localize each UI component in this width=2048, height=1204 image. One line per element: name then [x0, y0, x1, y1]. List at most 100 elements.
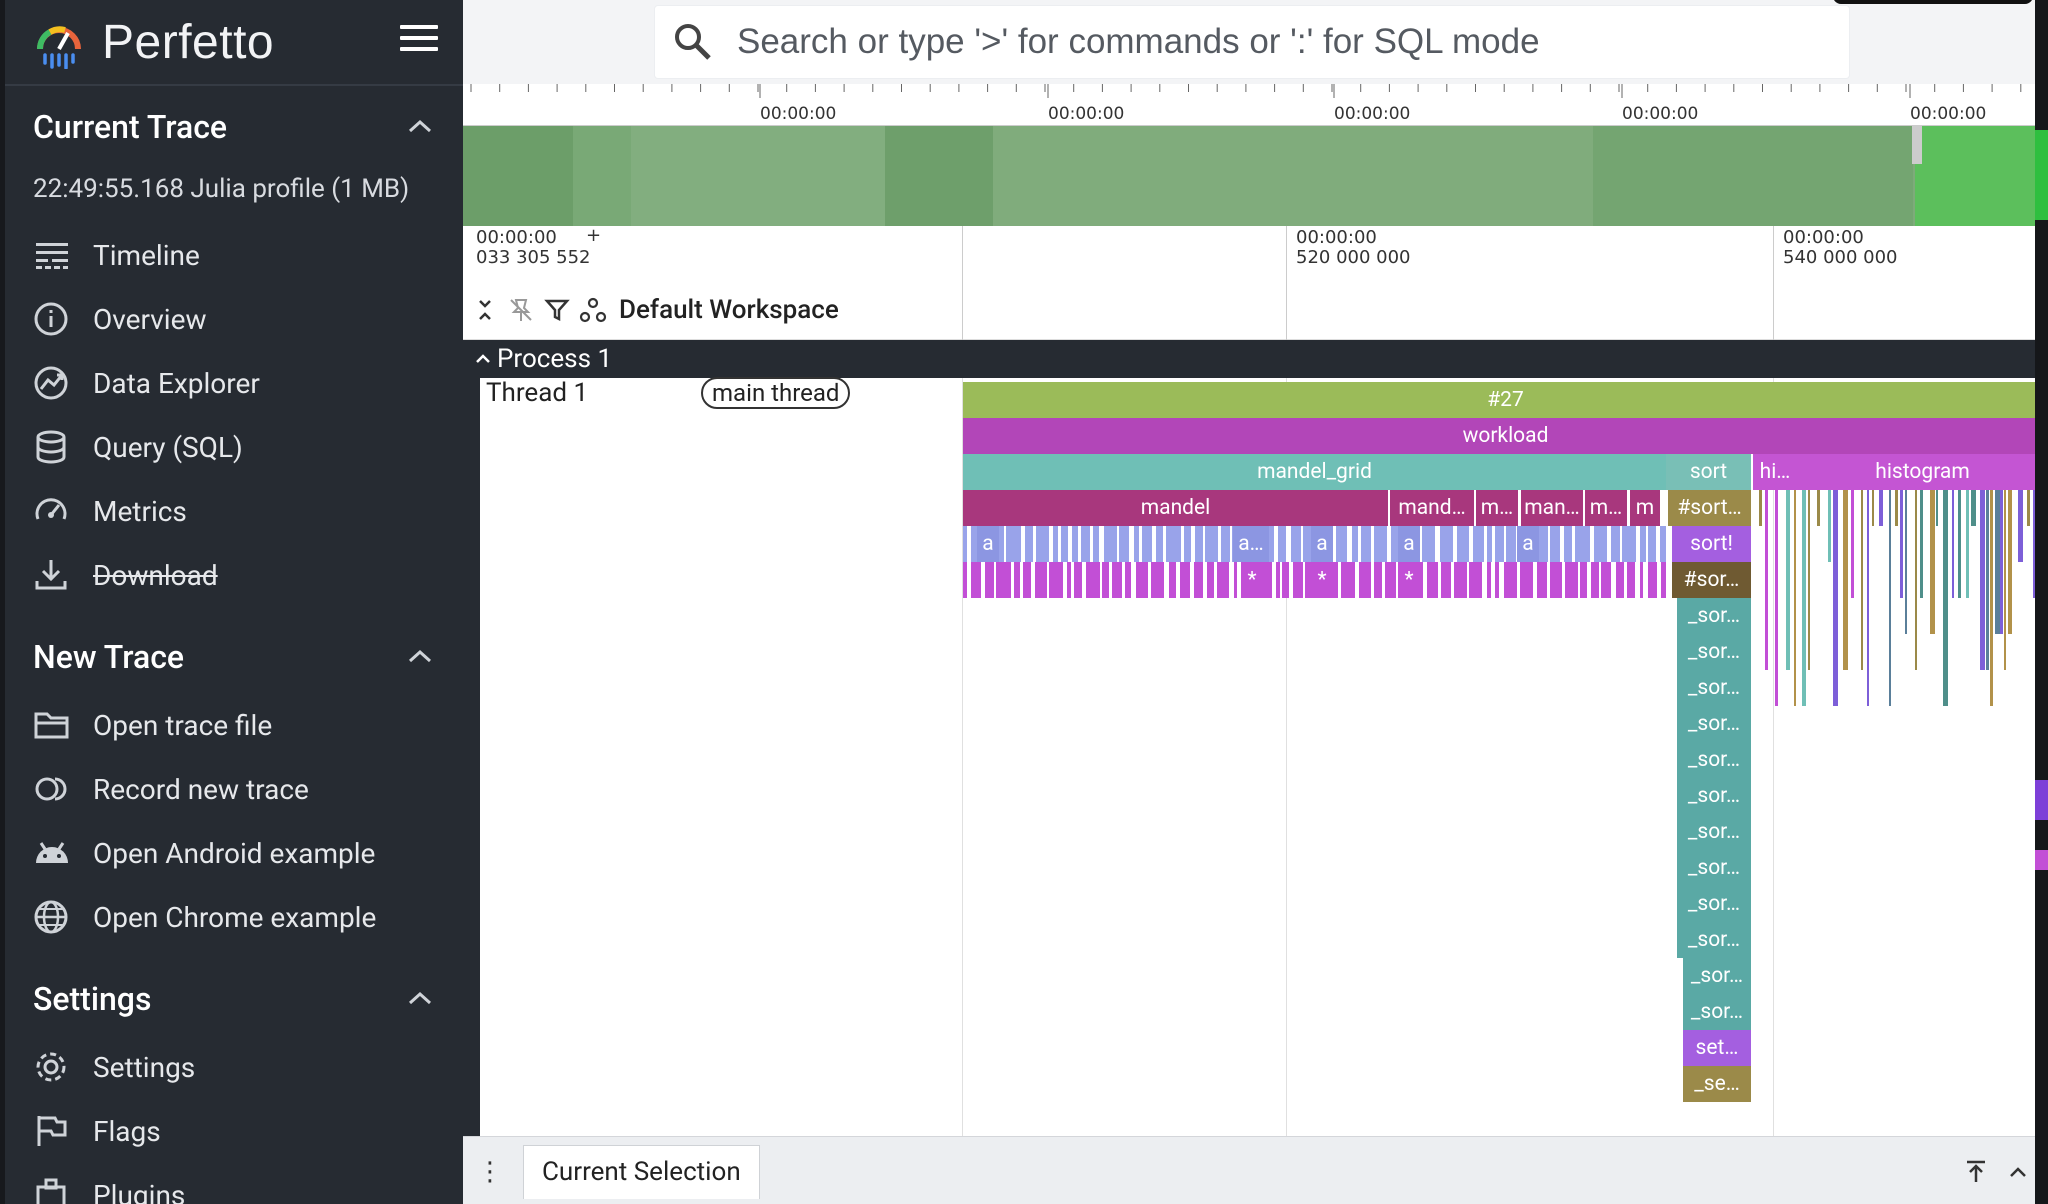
slice[interactable]: sort — [1666, 454, 1751, 490]
slice[interactable]: _sor… — [1677, 742, 1751, 778]
workspace-name[interactable]: Default Workspace — [619, 295, 839, 325]
slice[interactable]: * — [1241, 562, 1263, 598]
filter-icon[interactable] — [543, 296, 571, 324]
maximize-panel-icon[interactable] — [1961, 1157, 1991, 1187]
slice[interactable]: _sor… — [1677, 886, 1751, 922]
sidebar-item-flags[interactable]: Flags — [33, 1108, 161, 1154]
brand[interactable]: Perfetto — [32, 12, 274, 72]
histogram-slice[interactable] — [1990, 490, 1994, 706]
histogram-slice[interactable] — [1851, 490, 1855, 598]
slice[interactable]: m… — [1585, 490, 1627, 526]
histogram-slice[interactable] — [2008, 490, 2012, 634]
sidebar-item-overview[interactable]: Overview — [33, 296, 207, 342]
slice[interactable]: _sor… — [1677, 634, 1751, 670]
histogram-slice[interactable] — [1793, 490, 1797, 706]
sidebar-item-query-sql[interactable]: Query (SQL) — [33, 424, 243, 470]
slice[interactable]: mandel_grid — [963, 454, 1666, 490]
slice[interactable]: _se… — [1683, 1066, 1751, 1102]
histogram-slice[interactable] — [1900, 490, 1903, 598]
chevron-up-icon[interactable] — [405, 116, 435, 136]
histogram-slice[interactable] — [2033, 490, 2036, 598]
histogram-slice[interactable] — [1914, 490, 1918, 670]
slice[interactable]: man… — [1521, 490, 1583, 526]
histogram-slice[interactable] — [1764, 490, 1768, 670]
chevron-up-icon[interactable] — [471, 347, 495, 371]
overview-timeline[interactable]: 00:00:00 00:00:00 00:00:00 00:00:00 00:0… — [463, 84, 2048, 226]
slice[interactable]: _sor… — [1677, 778, 1751, 814]
sidebar-item-metrics[interactable]: Metrics — [33, 488, 187, 534]
slice[interactable]: a — [1311, 526, 1333, 562]
histogram-slice[interactable] — [1980, 490, 1985, 670]
sidebar-item-open-chrome-example[interactable]: Open Chrome example — [33, 894, 376, 940]
sidebar-item-settings[interactable]: Settings — [33, 1044, 195, 1090]
tab-current-selection[interactable]: Current Selection — [523, 1145, 760, 1199]
histogram-slice[interactable] — [1866, 490, 1870, 706]
more-menu-icon[interactable]: ⋮ — [477, 1157, 503, 1187]
histogram-slice[interactable] — [1935, 490, 1939, 526]
slice[interactable]: mandel — [963, 490, 1388, 526]
sidebar-item-record-new-trace[interactable]: Record new trace — [33, 766, 309, 812]
histogram-slice[interactable] — [1986, 490, 1989, 670]
slice[interactable]: #27 — [963, 382, 2048, 418]
slice[interactable]: sort! — [1672, 526, 1751, 562]
sidebar-item-plugins[interactable]: Plugins — [33, 1172, 185, 1204]
histogram-slice[interactable] — [1966, 490, 1969, 598]
histogram-slice[interactable] — [1895, 490, 1898, 526]
histogram-slice[interactable] — [1889, 490, 1892, 706]
slice[interactable]: workload — [963, 418, 2048, 454]
slice[interactable]: hi… — [1753, 454, 1797, 490]
histogram-slice[interactable] — [1802, 490, 1807, 706]
omnibox[interactable] — [655, 6, 1849, 78]
histogram-slice[interactable] — [1843, 490, 1849, 670]
overview-visible-window[interactable] — [1915, 126, 2048, 226]
slice[interactable]: * — [1398, 562, 1420, 598]
histogram-slice[interactable] — [1833, 490, 1838, 706]
histogram-slice[interactable] — [1860, 490, 1863, 670]
search-input[interactable] — [737, 22, 1817, 62]
slice[interactable]: a — [977, 526, 999, 562]
sidebar-item-timeline[interactable]: Timeline — [33, 232, 200, 278]
slice[interactable]: #sort… — [1668, 490, 1751, 526]
slice[interactable]: mand… — [1390, 490, 1474, 526]
histogram-slice[interactable] — [1786, 490, 1791, 670]
unpin-icon[interactable] — [507, 296, 535, 324]
histogram-slice[interactable] — [2018, 490, 2023, 562]
collapse-all-icon[interactable] — [471, 296, 499, 324]
histogram-slice[interactable] — [2027, 490, 2031, 526]
slice[interactable]: a… — [1233, 526, 1269, 562]
hamburger-menu-button[interactable] — [400, 25, 438, 53]
histogram-slice[interactable] — [1943, 490, 1948, 706]
track-area[interactable]: Thread 1 main thread #27 workload mandel… — [463, 377, 2048, 1136]
slice[interactable]: a — [1517, 526, 1539, 562]
histogram-slice[interactable] — [1827, 490, 1832, 562]
sidebar-item-download[interactable]: Download — [33, 552, 218, 598]
histogram-slice[interactable] — [1871, 490, 1874, 526]
sidebar-item-data-explorer[interactable]: Data Explorer — [33, 360, 260, 406]
process-group-header[interactable]: Process 1 — [463, 340, 2048, 378]
sidebar-item-open-android-example[interactable]: Open Android example — [33, 830, 375, 876]
histogram-slice[interactable] — [2003, 490, 2007, 670]
slice[interactable]: _sor… — [1683, 958, 1751, 994]
histogram-slice[interactable] — [1994, 490, 2000, 634]
histogram-slice[interactable] — [1905, 490, 1908, 634]
histogram-slice[interactable] — [1999, 490, 2004, 634]
slice[interactable]: _sor… — [1683, 994, 1751, 1030]
overview-drag-handle[interactable] — [1912, 126, 1922, 164]
slice[interactable]: #sor… — [1672, 562, 1751, 598]
chevron-up-icon[interactable] — [405, 988, 435, 1008]
chevron-up-icon[interactable] — [2003, 1157, 2033, 1187]
slice[interactable]: histogram — [1797, 454, 2048, 490]
histogram-slice[interactable] — [1930, 490, 1935, 634]
histogram-slice[interactable] — [1957, 490, 1962, 598]
histogram-slice[interactable] — [1879, 490, 1884, 526]
histogram-slice[interactable] — [1759, 490, 1762, 526]
histogram-slice[interactable] — [1951, 490, 1955, 598]
slice[interactable]: _sor… — [1677, 814, 1751, 850]
slice[interactable]: _sor… — [1677, 922, 1751, 958]
sidebar-item-open-trace-file[interactable]: Open trace file — [33, 702, 272, 748]
slice[interactable]: a — [1398, 526, 1420, 562]
histogram-slice[interactable] — [1920, 490, 1924, 598]
thread-chip[interactable]: main thread — [701, 377, 851, 409]
chevron-up-icon[interactable] — [405, 646, 435, 666]
histogram-slice[interactable] — [1775, 490, 1778, 706]
